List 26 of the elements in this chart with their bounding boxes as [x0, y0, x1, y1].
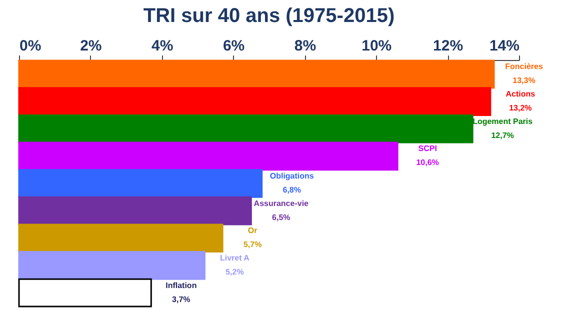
x-tick-label: 14% — [489, 38, 520, 54]
data-label: 13,3% — [512, 76, 536, 86]
x-tick-label: 4% — [152, 38, 174, 54]
x-tick-label: 10% — [362, 38, 392, 54]
chart-title: TRI sur 40 ans (1975-2015) — [143, 5, 395, 27]
x-tick-label: 6% — [222, 38, 245, 54]
y-tick-label: Actions — [506, 90, 536, 99]
data-label: 6,8% — [282, 186, 301, 194]
x-tick-label: 2% — [80, 38, 102, 54]
data-label: 12,7% — [491, 130, 514, 140]
data-label: 10,6% — [416, 158, 439, 168]
data-label: 6,5% — [272, 212, 290, 222]
y-tick-label: Inflation — [166, 280, 197, 290]
y-tick-label: Foncières — [505, 62, 544, 72]
x-tick-label: 12% — [433, 38, 464, 54]
y-tick-label: Assurance-vie — [254, 198, 310, 208]
x-tick-label: 0% — [20, 38, 42, 54]
data-label: 13,2% — [509, 104, 532, 113]
data-label: 3,7% — [172, 294, 190, 304]
y-tick-label: SCPI — [418, 144, 437, 154]
y-tick-label: Or — [248, 226, 258, 236]
y-tick-label: Obligations — [270, 172, 314, 180]
data-label: 5,7% — [243, 240, 262, 250]
data-label: 5,2% — [226, 267, 244, 276]
y-tick-label: Livret A — [220, 253, 250, 262]
x-tick-label: 8% — [294, 38, 316, 54]
